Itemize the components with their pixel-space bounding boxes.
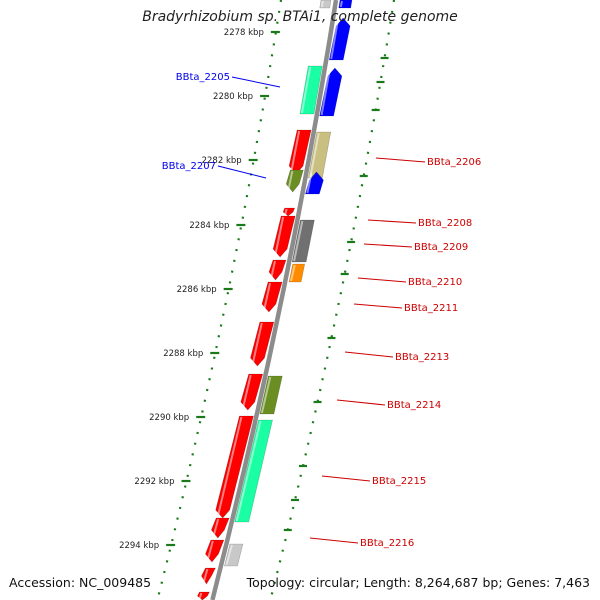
gene-highlight xyxy=(309,132,320,178)
gene-highlight xyxy=(320,68,331,116)
gene-arrow xyxy=(205,539,225,563)
gene-label-leader xyxy=(353,303,403,309)
gene-label-leader xyxy=(375,157,426,163)
gene-arrow xyxy=(250,321,275,367)
gene-highlight xyxy=(198,592,203,600)
tick-label: 2280 kbp xyxy=(213,92,253,102)
gene-label: BBta_2207 xyxy=(162,161,216,172)
gene-label: BBta_2210 xyxy=(408,277,462,288)
accession-label: Accession: NC_009485 xyxy=(9,575,152,590)
gene-label: BBta_2206 xyxy=(427,157,481,168)
backbone-line xyxy=(210,0,339,600)
gene-highlight xyxy=(206,540,214,562)
gene-arrow xyxy=(299,65,323,115)
gene-highlight xyxy=(241,374,252,410)
gene-highlight xyxy=(225,544,233,566)
gene-highlight xyxy=(284,208,288,216)
gene-highlight xyxy=(330,18,340,60)
gene-highlight xyxy=(262,282,272,312)
gene-label: BBta_2213 xyxy=(395,352,449,363)
gene-highlight xyxy=(235,420,262,522)
gene-label: BBta_2211 xyxy=(404,303,458,314)
gene-arrow xyxy=(291,219,315,263)
gene-label-leader xyxy=(363,243,413,248)
gene-highlight xyxy=(306,172,313,194)
gene-highlight xyxy=(212,518,220,538)
gene-label-leader xyxy=(344,351,394,358)
tick-label: 2284 kbp xyxy=(189,221,229,231)
gene-highlight xyxy=(300,66,312,114)
gene-label: BBta_2208 xyxy=(418,218,472,229)
tick-label: 2292 kbp xyxy=(134,477,174,487)
gene-highlight xyxy=(293,220,304,262)
gene-highlight xyxy=(270,260,276,280)
tick-label: 2288 kbp xyxy=(163,349,203,359)
gene-arrow xyxy=(240,373,264,411)
gene-highlight xyxy=(287,170,294,192)
gene-highlight xyxy=(290,264,296,282)
gene-arrow xyxy=(259,375,283,415)
gene-label-leader xyxy=(309,537,359,544)
gene-arrow xyxy=(261,281,283,313)
map-title: Bradyrhizobium sp. BTAi1, complete genom… xyxy=(142,9,458,25)
tick-label: 2278 kbp xyxy=(224,28,264,38)
gene-highlight xyxy=(216,416,243,518)
gene-highlight xyxy=(274,216,285,257)
tick-label: 2294 kbp xyxy=(119,541,159,551)
gene-highlight xyxy=(339,0,343,8)
gene-highlight xyxy=(320,0,324,8)
gene-label-leader xyxy=(367,219,417,224)
gene-label: BBta_2214 xyxy=(387,400,441,411)
gene-label: BBta_2215 xyxy=(372,476,426,487)
topology-label: Topology: circular; Length: 8,264,687 bp… xyxy=(246,575,590,590)
gene-highlight xyxy=(251,322,263,366)
gene-label: BBta_2205 xyxy=(176,72,230,83)
gene-arrow xyxy=(272,215,296,258)
gene-label: BBta_2209 xyxy=(414,242,468,253)
gene-label-leader xyxy=(231,76,281,88)
gene-highlight xyxy=(260,376,272,414)
gene-arrow xyxy=(224,543,244,567)
tick-label: 2290 kbp xyxy=(149,413,189,423)
gene-label-leader xyxy=(357,277,407,283)
gene-highlight xyxy=(202,568,209,584)
gene-label-leader xyxy=(321,475,371,482)
gene-highlight xyxy=(290,130,301,174)
gene-arrow xyxy=(210,517,230,539)
gene-label-leader xyxy=(336,399,386,406)
tick-label: 2286 kbp xyxy=(177,285,217,295)
tick-label: 2282 kbp xyxy=(202,156,242,166)
gene-label: BBta_2216 xyxy=(360,538,414,549)
gene-arrow xyxy=(307,131,332,179)
gene-label-leader xyxy=(217,165,267,179)
gene-arrow xyxy=(234,419,273,523)
gene-arrow xyxy=(215,415,254,519)
